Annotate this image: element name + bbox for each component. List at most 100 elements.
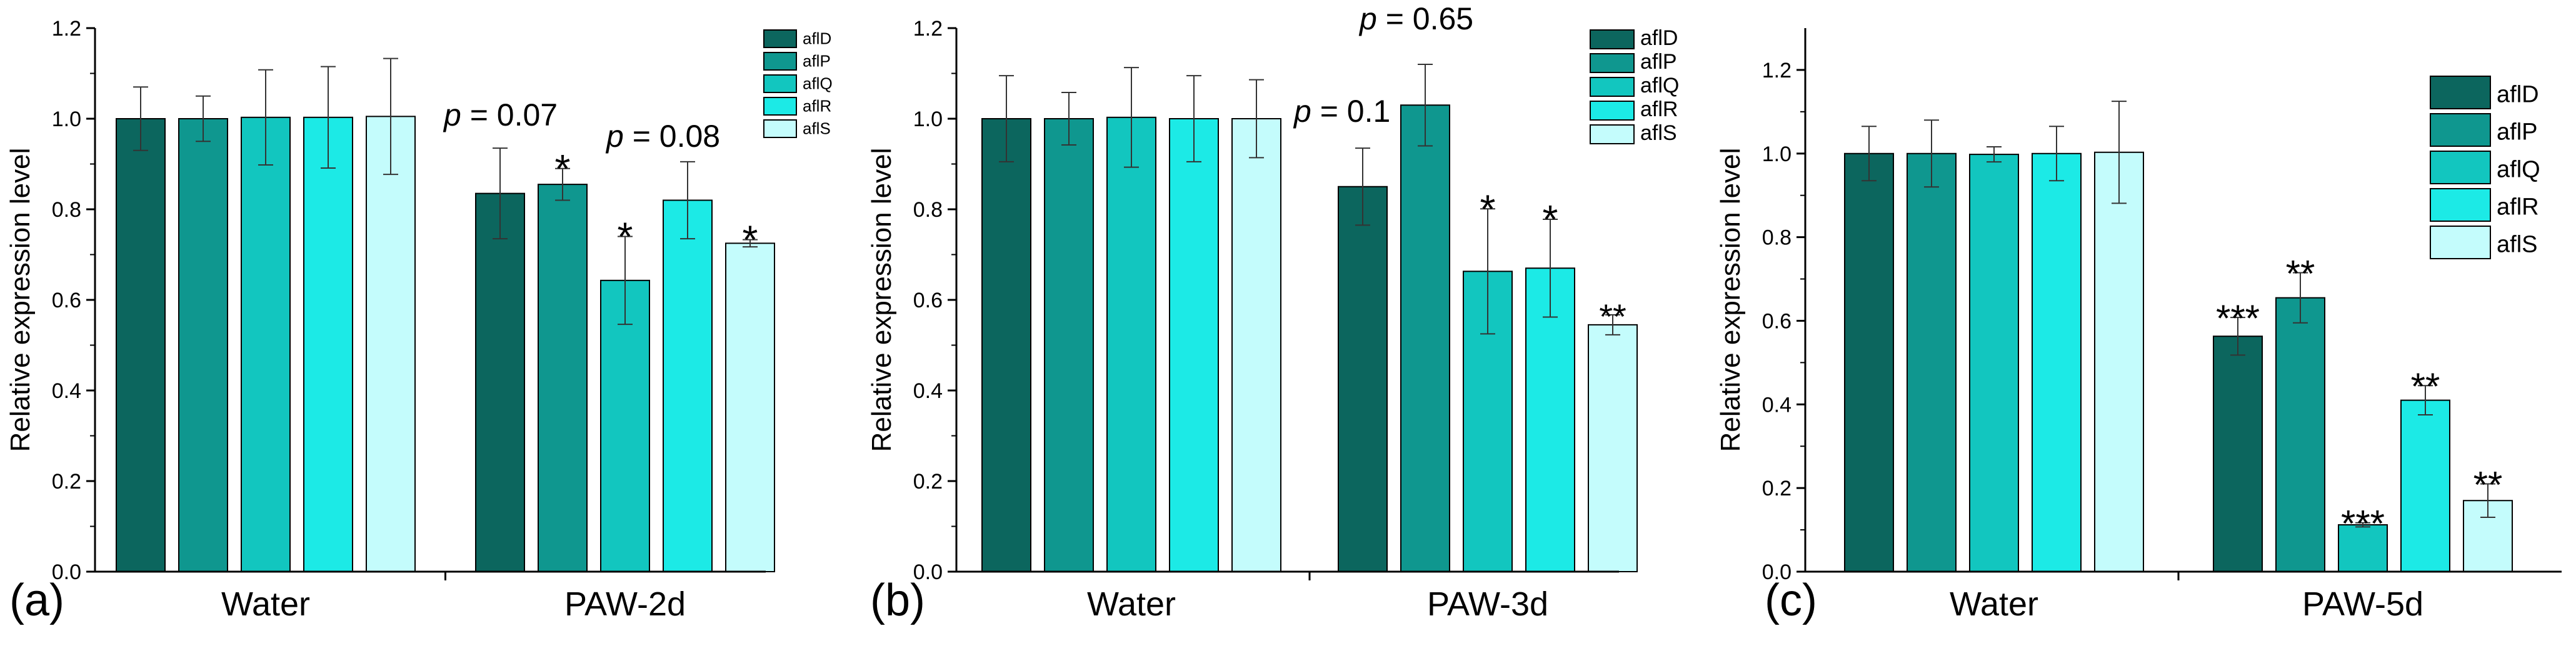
y-tick-label: 0.6: [913, 289, 943, 312]
bar-aflr-paw-5d: [2400, 399, 2450, 572]
legend-label-afls: aflS: [2497, 232, 2537, 258]
y-tick-label: 0.6: [1762, 309, 1792, 333]
y-tick-label: 1.0: [52, 107, 81, 131]
y-tick-label: 1.2: [52, 17, 81, 41]
bar-afls-water: [1231, 118, 1281, 572]
legend-label-aflr: aflR: [1640, 97, 1678, 121]
y-tick-label: 0.2: [52, 470, 81, 494]
y-tick-label: 0.2: [913, 470, 943, 494]
panel-label: (a): [9, 575, 64, 625]
legend-swatch-afld: [2430, 76, 2491, 109]
x-tick-label: PAW-2d: [564, 585, 686, 623]
y-axis-label: Relative expression level: [866, 148, 897, 452]
legend-label-aflq: aflQ: [2497, 157, 2540, 183]
legend-label-aflr: aflR: [803, 96, 831, 115]
legend-label-aflp: aflP: [803, 51, 831, 70]
legend-label-afls: aflS: [803, 119, 831, 137]
bar-aflr-paw-2d: [663, 199, 713, 572]
legend-label-afld: aflD: [803, 29, 831, 47]
bar-aflp-paw-5d: [2275, 297, 2325, 572]
bar-aflr-water: [1169, 118, 1219, 572]
annotation-significance: *: [555, 146, 571, 191]
y-tick-label: 0.0: [1762, 560, 1792, 584]
legend-swatch-aflq: [2430, 151, 2491, 184]
x-tick-label: Water: [1950, 585, 2038, 623]
legend-label-afld: aflD: [1640, 26, 1678, 50]
legend-swatch-afls: [763, 119, 797, 138]
annotation-significance: *: [1543, 197, 1558, 242]
bar-aflp-paw-2d: [538, 184, 588, 572]
bar-afls-water: [2094, 151, 2144, 572]
legend-swatch-aflp: [2430, 113, 2491, 147]
y-tick-label: 1.0: [1762, 142, 1792, 166]
annotation-significance: *: [743, 217, 758, 262]
bar-aflp-water: [1907, 152, 1957, 572]
y-tick-label: 0.0: [52, 560, 81, 584]
x-tick-label: PAW-5d: [2302, 585, 2423, 623]
bar-aflq-water: [1106, 116, 1156, 572]
bar-afls-paw-2d: [725, 242, 775, 572]
y-tick-label: 1.0: [913, 107, 943, 131]
legend: aflD aflP aflQ aflR aflS: [2430, 76, 2540, 259]
panel-label: (b): [870, 575, 925, 625]
y-tick-label: 0.4: [52, 379, 81, 403]
annotation-significance: *: [1480, 186, 1496, 231]
legend-label-aflq: aflQ: [803, 74, 833, 92]
bar-aflp-water: [1044, 118, 1094, 572]
annotation-significance: **: [2411, 365, 2440, 407]
legend-swatch-afls: [1590, 124, 1635, 144]
y-tick-label: 0.8: [1762, 226, 1792, 250]
bar-aflq-paw-2d: [600, 279, 650, 572]
bar-afld-paw-5d: [2213, 335, 2263, 572]
annotation-p-value: p = 0.1: [1293, 94, 1390, 129]
legend-swatch-afld: [763, 29, 797, 48]
bar-aflr-water: [303, 116, 353, 572]
legend-swatch-aflr: [763, 97, 797, 116]
bar-afld-paw-2d: [475, 192, 525, 572]
legend: aflD aflP aflQ aflR aflS: [763, 29, 833, 138]
y-tick-label: 1.2: [913, 17, 943, 41]
annotation-significance: *: [618, 214, 633, 259]
y-axis-label: Relative expression level: [1715, 148, 1746, 452]
legend-swatch-afld: [1590, 29, 1635, 49]
annotation-p-value: p = 0.07: [443, 97, 558, 132]
legend-label-afld: aflD: [2497, 82, 2539, 108]
legend-label-aflp: aflP: [2497, 119, 2537, 146]
x-tick-label: Water: [221, 585, 310, 623]
annotation-significance: **: [2473, 464, 2503, 505]
legend-label-aflr: aflR: [2497, 194, 2539, 221]
bar-aflp-water: [178, 118, 228, 572]
y-tick-label: 0.4: [1762, 393, 1792, 417]
legend-label-aflq: aflQ: [1640, 74, 1679, 97]
legend-swatch-aflq: [763, 74, 797, 93]
y-tick-label: 0.4: [913, 379, 943, 403]
bar-afld-water: [1844, 152, 1894, 572]
annotation-p-value: p = 0.08: [605, 119, 720, 154]
bar-afld-water: [116, 118, 166, 572]
legend-label-aflp: aflP: [1640, 50, 1677, 74]
y-tick-label: 0.2: [1762, 477, 1792, 500]
chart-panel-2: p = 0.1p = 0.65* ***0.00.20.40.60.81.01.2…: [866, 1, 1679, 625]
y-tick-label: 1.2: [1762, 59, 1792, 82]
panel-label: (c): [1765, 575, 1817, 625]
y-tick-label: 0.0: [913, 560, 943, 584]
bar-aflr-water: [2032, 152, 2082, 572]
x-tick-label: PAW-3d: [1427, 585, 1548, 623]
bar-aflq-paw-5d: [2338, 524, 2388, 572]
legend-swatch-aflq: [1590, 77, 1635, 97]
bar-afld-paw-3d: [1338, 186, 1388, 572]
legend-swatch-afls: [2430, 226, 2491, 259]
annotation-significance: **: [2286, 253, 2315, 295]
legend-swatch-aflr: [1590, 101, 1635, 121]
y-tick-label: 0.8: [913, 198, 943, 222]
legend-swatch-aflp: [763, 52, 797, 71]
annotation-significance: ***: [2216, 297, 2260, 339]
bar-aflr-paw-3d: [1525, 267, 1575, 572]
bar-afld-water: [981, 118, 1031, 572]
y-tick-label: 0.6: [52, 289, 81, 312]
y-tick-label: 0.8: [52, 198, 81, 222]
bar-afls-paw-3d: [1588, 324, 1638, 572]
